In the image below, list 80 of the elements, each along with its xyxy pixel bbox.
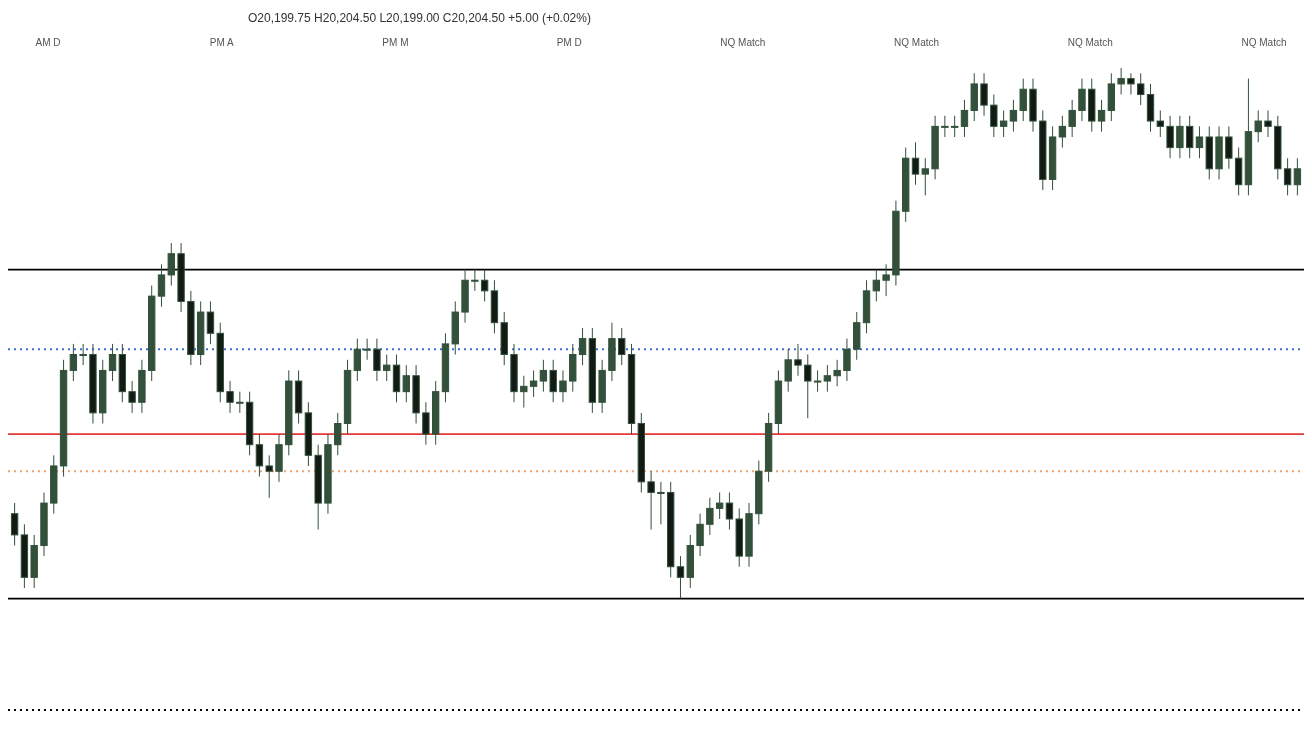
candlestick — [471, 269, 479, 292]
candlestick — [1117, 67, 1125, 96]
candlestick — [1009, 99, 1018, 133]
candlestick — [813, 369, 822, 393]
candlestick — [1176, 115, 1184, 159]
candlestick — [950, 115, 959, 138]
candlestick — [402, 364, 410, 403]
candlestick — [108, 343, 117, 382]
text: PM M — [382, 37, 409, 48]
candlestick — [1166, 115, 1174, 159]
candlestick — [990, 94, 998, 138]
candlestick — [794, 343, 802, 377]
candlestick — [980, 72, 988, 117]
candlestick — [1283, 157, 1292, 196]
candlestick — [255, 433, 264, 478]
candlestick — [657, 481, 665, 525]
candlestick — [383, 354, 391, 382]
text: NQ Match — [1067, 37, 1113, 48]
candlestick — [999, 109, 1008, 138]
candlestick — [578, 327, 587, 366]
candlestick — [715, 491, 724, 520]
candlestick — [236, 391, 244, 414]
candlestick — [79, 343, 87, 366]
candlestick — [823, 364, 832, 393]
candlestick — [647, 470, 655, 531]
candlestick — [1019, 78, 1027, 122]
candlestick — [833, 359, 841, 387]
candlestick — [334, 412, 342, 456]
candlestick — [921, 157, 929, 196]
candlestick — [559, 369, 567, 403]
candlestick — [480, 269, 489, 302]
candlestick — [882, 263, 890, 297]
candlestick — [1097, 99, 1106, 133]
candlestick — [1225, 125, 1233, 170]
candlestick — [1293, 157, 1302, 196]
candlestick — [69, 343, 78, 382]
candlestick — [911, 141, 920, 186]
text: O20,199.75 H20,204.50 L20,199.00 C20,204.50 +5.00 (+0.02%) — [248, 11, 591, 25]
candlestick — [422, 401, 430, 446]
candlestick — [1127, 72, 1135, 96]
candlestick — [1078, 78, 1086, 122]
candlestick — [549, 359, 557, 403]
candlestick — [1185, 115, 1194, 159]
candlestick — [784, 348, 792, 393]
candlestick — [1068, 99, 1076, 138]
candlestick — [1254, 109, 1262, 143]
candlestick — [1137, 72, 1145, 106]
candlestick — [529, 369, 538, 398]
candlestick — [167, 242, 175, 287]
text: NQ Match — [1241, 37, 1287, 48]
text: NQ Match — [894, 37, 940, 48]
candlestick — [265, 454, 273, 499]
candlestick — [1264, 109, 1272, 138]
candlestick — [706, 497, 714, 536]
candlestick — [843, 338, 851, 382]
candlestick — [373, 338, 381, 382]
candlestick — [363, 338, 371, 361]
candlestick — [226, 380, 234, 414]
candlestick — [804, 354, 812, 419]
candlestick — [960, 99, 969, 138]
candlestick — [696, 513, 704, 557]
candlestick — [128, 380, 136, 414]
candlestick — [539, 359, 548, 393]
candlestick — [206, 300, 215, 345]
candlestick — [941, 115, 949, 138]
text: AM D — [35, 37, 61, 48]
candlestick — [618, 327, 626, 366]
candlestick — [520, 375, 528, 409]
candlestick — [10, 502, 19, 547]
candlestick — [1195, 125, 1204, 159]
candlestick — [1156, 109, 1164, 138]
text: NQ Match — [720, 37, 766, 48]
candlestick — [1058, 115, 1067, 149]
text: PM D — [556, 37, 582, 48]
candlestick — [676, 555, 685, 600]
candlestick — [872, 269, 881, 302]
text: PM A — [209, 37, 234, 48]
candlestick — [157, 263, 166, 308]
candlestick — [725, 491, 734, 531]
candlestick — [353, 338, 362, 382]
